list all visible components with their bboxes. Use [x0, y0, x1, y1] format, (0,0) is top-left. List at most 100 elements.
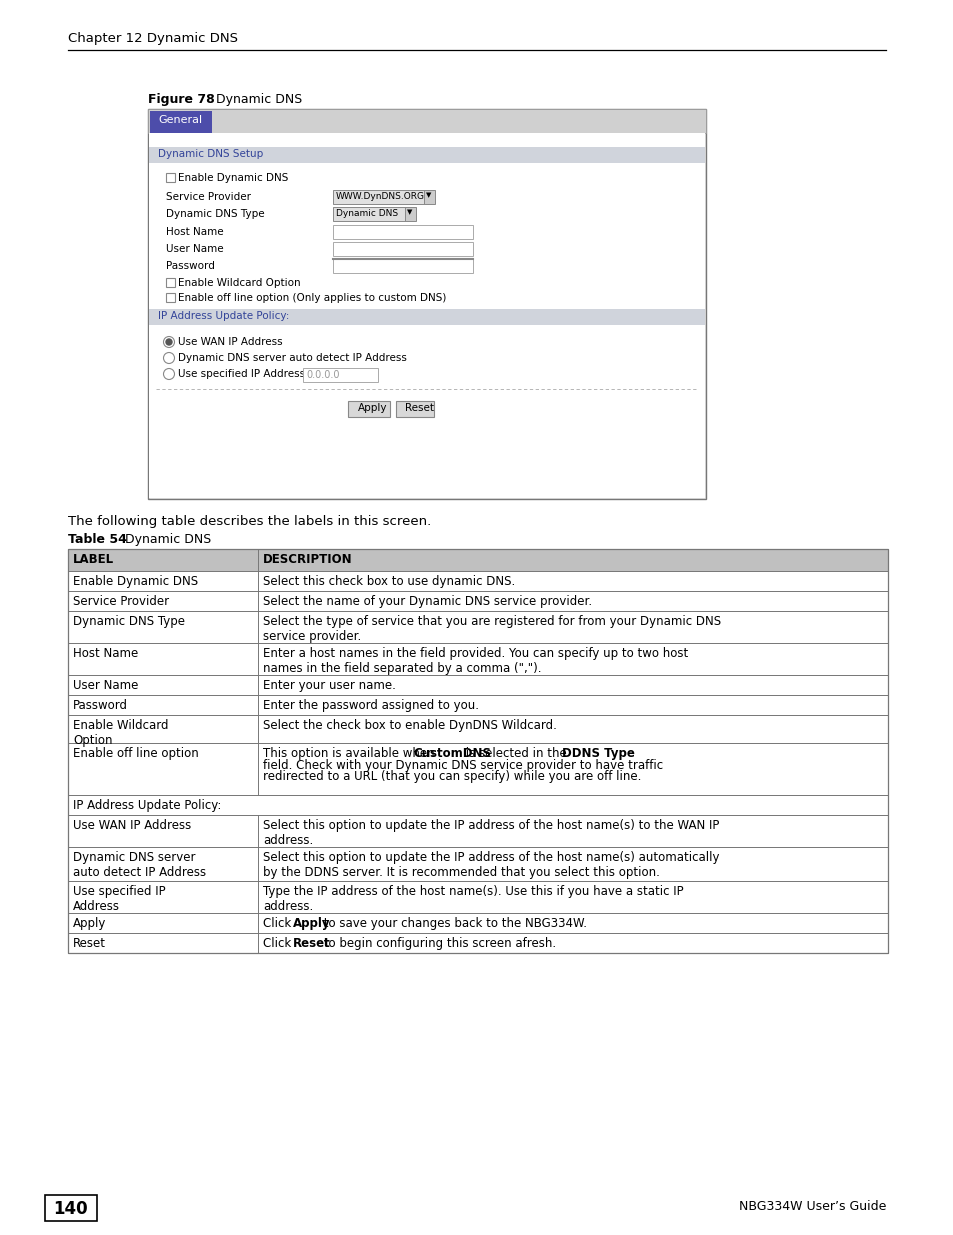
Bar [68, 643, 887, 676]
Circle shape [163, 352, 174, 363]
Text: WWW.DynDNS.ORG: WWW.DynDNS.ORG [335, 191, 424, 201]
Bar [148, 109, 705, 133]
Text: Enable off line option: Enable off line option [73, 747, 198, 760]
Text: field. Check with your Dynamic DNS service provider to have traffic: field. Check with your Dynamic DNS servi… [263, 758, 662, 772]
Text: Dynamic DNS Setup: Dynamic DNS Setup [158, 149, 263, 159]
Text: Host Name: Host Name [166, 227, 223, 237]
Text: Select this check box to use dynamic DNS.: Select this check box to use dynamic DNS… [263, 576, 515, 588]
Text: Click: Click [263, 937, 294, 950]
Text: Reset: Reset [293, 937, 331, 950]
Text: Table 54: Table 54 [68, 534, 127, 546]
Text: Enable off line option (Only applies to custom DNS): Enable off line option (Only applies to … [178, 293, 446, 303]
Circle shape [166, 338, 172, 345]
Text: Enter the password assigned to you.: Enter the password assigned to you. [263, 699, 478, 713]
Text: Select the type of service that you are registered for from your Dynamic DNS
ser: Select the type of service that you are … [263, 615, 720, 643]
Text: to save your changes back to the NBG334W.: to save your changes back to the NBG334W… [320, 918, 587, 930]
Bar [68, 695, 887, 715]
Text: Enable Dynamic DNS: Enable Dynamic DNS [73, 576, 198, 588]
Text: The following table describes the labels in this screen.: The following table describes the labels… [68, 515, 431, 529]
Text: Enable Wildcard
Option: Enable Wildcard Option [73, 719, 169, 747]
Text: Click: Click [263, 918, 294, 930]
Bar [68, 592, 887, 611]
Bar [68, 550, 887, 953]
Text: ▼: ▼ [407, 209, 412, 215]
Text: Select this option to update the IP address of the host name(s) to the WAN IP
ad: Select this option to update the IP addr… [263, 819, 719, 847]
Circle shape [163, 336, 174, 347]
Text: Password: Password [166, 261, 214, 270]
Circle shape [163, 368, 174, 379]
Text: Type the IP address of the host name(s). Use this if you have a static IP
addres: Type the IP address of the host name(s).… [263, 885, 683, 913]
Text: redirected to a URL (that you can specify) while you are off line.: redirected to a URL (that you can specif… [263, 769, 640, 783]
Text: Dynamic DNS server
auto detect IP Address: Dynamic DNS server auto detect IP Addres… [73, 851, 206, 879]
Bar [68, 715, 887, 743]
Text: CustomDNS: CustomDNS [413, 747, 491, 760]
Bar [395, 401, 434, 417]
Bar [149, 309, 704, 325]
Bar [68, 611, 887, 643]
Bar [68, 913, 887, 932]
Text: ▼: ▼ [426, 191, 431, 198]
Bar [423, 190, 435, 204]
Bar [166, 278, 174, 287]
Text: Enable Dynamic DNS: Enable Dynamic DNS [178, 173, 288, 183]
Bar [68, 881, 887, 913]
Text: DDNS Type: DDNS Type [562, 747, 635, 760]
Text: DESCRIPTION: DESCRIPTION [263, 553, 353, 566]
Bar [68, 571, 887, 592]
Bar [68, 550, 887, 571]
Text: Reset: Reset [405, 403, 434, 412]
Bar [68, 815, 887, 847]
Text: Dynamic DNS Type: Dynamic DNS Type [166, 209, 264, 219]
Bar [149, 147, 704, 163]
Text: Dynamic DNS Type: Dynamic DNS Type [73, 615, 185, 629]
Bar [303, 368, 377, 382]
Text: NBG334W User’s Guide: NBG334W User’s Guide [738, 1200, 885, 1213]
Text: LABEL: LABEL [73, 553, 114, 566]
Bar [68, 795, 887, 815]
Text: Service Provider: Service Provider [166, 191, 251, 203]
Bar [333, 259, 473, 273]
Text: 0.0.0.0: 0.0.0.0 [306, 370, 339, 380]
Bar [405, 207, 416, 221]
Bar [333, 190, 428, 204]
Text: 140: 140 [53, 1200, 89, 1218]
Text: Reset: Reset [73, 937, 106, 950]
Text: to begin configuring this screen afresh.: to begin configuring this screen afresh. [320, 937, 556, 950]
Text: User Name: User Name [73, 679, 138, 692]
Text: Figure 78: Figure 78 [148, 93, 214, 106]
Text: Apply: Apply [293, 918, 330, 930]
Text: Select the name of your Dynamic DNS service provider.: Select the name of your Dynamic DNS serv… [263, 595, 592, 608]
Text: Dynamic DNS: Dynamic DNS [208, 93, 302, 106]
Text: User Name: User Name [166, 245, 223, 254]
Bar [166, 173, 174, 182]
Text: IP Address Update Policy:: IP Address Update Policy: [73, 799, 221, 811]
Text: Use specified IP Address: Use specified IP Address [178, 369, 305, 379]
Bar [348, 401, 390, 417]
Text: Apply: Apply [357, 403, 387, 412]
Text: Use WAN IP Address: Use WAN IP Address [73, 819, 191, 832]
Bar [68, 676, 887, 695]
Bar [166, 293, 174, 303]
Text: Enter a host names in the field provided. You can specify up to two host
names i: Enter a host names in the field provided… [263, 647, 687, 676]
Bar [148, 109, 705, 499]
Text: This option is available when: This option is available when [263, 747, 438, 760]
Text: Service Provider: Service Provider [73, 595, 169, 608]
Bar [333, 225, 473, 240]
Text: Apply: Apply [73, 918, 107, 930]
Text: Use WAN IP Address: Use WAN IP Address [178, 337, 282, 347]
Text: General: General [158, 115, 202, 125]
Text: Dynamic DNS: Dynamic DNS [335, 209, 397, 219]
Text: Host Name: Host Name [73, 647, 138, 659]
Text: Enter your user name.: Enter your user name. [263, 679, 395, 692]
Text: Dynamic DNS server auto detect IP Address: Dynamic DNS server auto detect IP Addres… [178, 353, 406, 363]
Text: Dynamic DNS: Dynamic DNS [112, 534, 211, 546]
Bar [68, 932, 887, 953]
Bar [150, 111, 212, 133]
Text: Enable Wildcard Option: Enable Wildcard Option [178, 278, 300, 288]
Text: Password: Password [73, 699, 128, 713]
Text: Select the check box to enable DynDNS Wildcard.: Select the check box to enable DynDNS Wi… [263, 719, 557, 732]
Text: Select this option to update the IP address of the host name(s) automatically
by: Select this option to update the IP addr… [263, 851, 719, 879]
Text: Chapter 12 Dynamic DNS: Chapter 12 Dynamic DNS [68, 32, 237, 44]
Text: IP Address Update Policy:: IP Address Update Policy: [158, 311, 289, 321]
Bar [149, 133, 704, 498]
